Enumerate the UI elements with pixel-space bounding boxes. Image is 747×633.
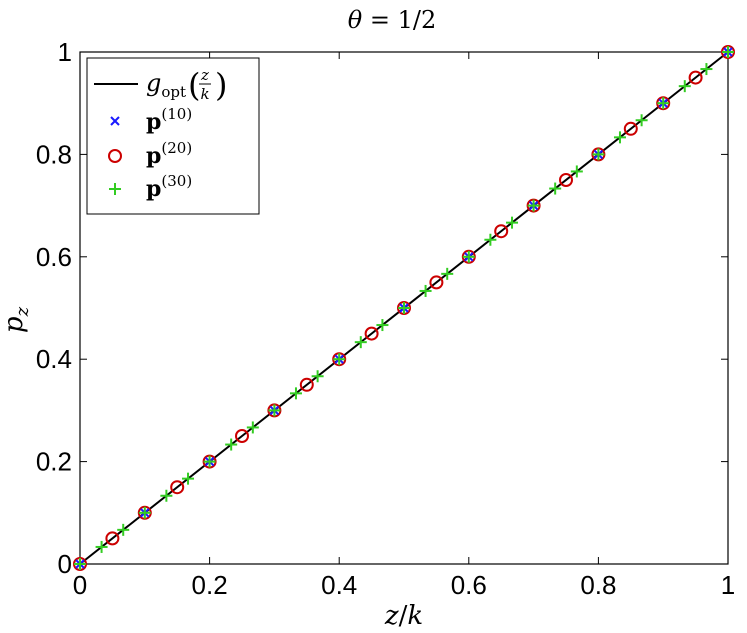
- p30-point: [657, 97, 670, 110]
- x-tick-label: 0.2: [192, 570, 228, 600]
- svg-text:): ): [215, 66, 227, 104]
- p20-point: [688, 70, 703, 85]
- p30-point: [592, 148, 605, 161]
- legend-marker-p20: [108, 149, 122, 163]
- chart-title: θ = 1/2: [348, 6, 436, 34]
- p30-point: [613, 131, 626, 144]
- p30-point: [549, 182, 562, 195]
- p30-point: [462, 250, 475, 263]
- legend-box: [86, 57, 260, 215]
- p30-point: [311, 370, 324, 383]
- p30-point: [182, 472, 195, 485]
- y-tick-label: 1: [58, 37, 72, 67]
- legend-marker-p10: [110, 116, 120, 126]
- p30-point: [74, 558, 86, 570]
- svg-text:z: z: [200, 66, 209, 84]
- p20-point: [494, 224, 509, 239]
- p30-point: [398, 302, 410, 314]
- p30-point: [138, 506, 151, 519]
- p30-point: [419, 284, 432, 297]
- x-tick-label: 1: [721, 570, 735, 600]
- y-axis-label: pz: [0, 306, 33, 333]
- p30-point: [203, 455, 216, 468]
- p30-point: [333, 353, 346, 366]
- p30-point: [635, 114, 648, 127]
- legend-marker-p30: [109, 183, 121, 195]
- x-tick-label: 0: [73, 570, 87, 600]
- y-tick-label: 0.8: [36, 139, 72, 169]
- y-axis-ticks: 0 0.2 0.4 0.6 0.8 1: [36, 37, 728, 579]
- p30-point: [506, 216, 519, 229]
- p20-point: [559, 173, 573, 187]
- p30-point: [117, 523, 130, 536]
- y-tick-label: 0: [58, 549, 72, 579]
- p30-point: [95, 540, 108, 553]
- x-axis-label: z/k: [384, 601, 423, 631]
- p30-point: [678, 80, 691, 93]
- p30-point: [570, 165, 583, 178]
- legend: gopt ( z k ) p(10) p(20) p(30): [86, 57, 260, 215]
- p30-point: [484, 233, 497, 246]
- p30-point: [268, 404, 281, 417]
- p30-point: [246, 421, 259, 434]
- p30-point: [441, 267, 454, 280]
- p20-point: [364, 326, 379, 341]
- legend-label-p10: p(10): [146, 105, 192, 135]
- p20-point: [105, 531, 120, 546]
- x-tick-label: 0.4: [321, 570, 357, 600]
- legend-label-p30: p(30): [146, 172, 192, 202]
- svg-text:k: k: [200, 85, 209, 103]
- p20-point: [170, 480, 185, 495]
- p30-point: [700, 63, 713, 76]
- legend-label-gopt: gopt ( z k ): [146, 66, 227, 104]
- x-axis-ticks: 0 0.2 0.4 0.6 0.8 1: [73, 52, 735, 600]
- p30-point: [354, 336, 367, 349]
- y-tick-label: 0.2: [36, 447, 72, 477]
- p20-point: [235, 429, 249, 443]
- legend-label-p20: p(20): [146, 139, 192, 169]
- p30-point: [160, 489, 173, 502]
- p20-point: [429, 275, 444, 290]
- p30-point: [225, 438, 238, 451]
- series-layer: [73, 45, 735, 571]
- p20-point: [299, 377, 314, 392]
- p30-point: [376, 319, 389, 332]
- p30-point: [289, 387, 302, 400]
- p30-point: [722, 46, 734, 58]
- svg-text:gopt: gopt: [146, 69, 186, 101]
- y-tick-label: 0.4: [36, 344, 72, 374]
- y-tick-label: 0.6: [36, 242, 72, 272]
- x-tick-label: 0.6: [451, 570, 487, 600]
- p20-point: [623, 121, 638, 136]
- p30-point: [527, 199, 540, 212]
- x-tick-label: 0.8: [580, 570, 616, 600]
- svg-text:(: (: [188, 66, 200, 104]
